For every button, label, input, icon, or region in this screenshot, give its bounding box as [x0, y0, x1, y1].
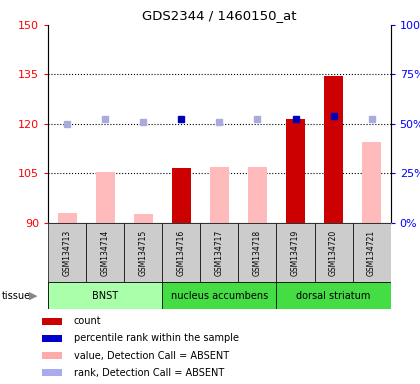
- Text: GSM134720: GSM134720: [329, 229, 338, 276]
- Bar: [172, 168, 191, 223]
- Bar: [124, 223, 163, 282]
- Bar: [210, 167, 229, 223]
- Text: GSM134719: GSM134719: [291, 229, 300, 276]
- Bar: [163, 282, 276, 309]
- Bar: [96, 172, 115, 223]
- Text: GSM134713: GSM134713: [63, 229, 72, 276]
- Text: count: count: [74, 316, 101, 326]
- Text: rank, Detection Call = ABSENT: rank, Detection Call = ABSENT: [74, 368, 224, 378]
- Bar: [362, 142, 381, 223]
- Text: tissue: tissue: [2, 291, 31, 301]
- Text: GSM134721: GSM134721: [367, 229, 376, 276]
- Bar: [48, 223, 87, 282]
- Text: nucleus accumbens: nucleus accumbens: [171, 291, 268, 301]
- Text: ▶: ▶: [29, 291, 37, 301]
- Bar: [352, 223, 391, 282]
- Text: GSM134718: GSM134718: [253, 229, 262, 276]
- Title: GDS2344 / 1460150_at: GDS2344 / 1460150_at: [142, 9, 297, 22]
- Text: GSM134716: GSM134716: [177, 229, 186, 276]
- Bar: [248, 167, 267, 223]
- Bar: [200, 223, 239, 282]
- Bar: [134, 215, 153, 223]
- Bar: [58, 213, 77, 223]
- Text: percentile rank within the sample: percentile rank within the sample: [74, 333, 239, 344]
- Text: GSM134714: GSM134714: [101, 229, 110, 276]
- Text: value, Detection Call = ABSENT: value, Detection Call = ABSENT: [74, 351, 229, 361]
- Bar: [315, 223, 352, 282]
- Text: GSM134717: GSM134717: [215, 229, 224, 276]
- Bar: [48, 282, 163, 309]
- Bar: [276, 282, 391, 309]
- Bar: [239, 223, 276, 282]
- Text: BNST: BNST: [92, 291, 118, 301]
- Bar: [42, 369, 63, 376]
- Bar: [87, 223, 124, 282]
- Bar: [42, 335, 63, 342]
- Bar: [42, 318, 63, 325]
- Bar: [286, 119, 305, 223]
- Bar: [163, 223, 200, 282]
- Text: GSM134715: GSM134715: [139, 229, 148, 276]
- Bar: [276, 223, 315, 282]
- Bar: [42, 352, 63, 359]
- Text: dorsal striatum: dorsal striatum: [297, 291, 371, 301]
- Bar: [324, 76, 343, 223]
